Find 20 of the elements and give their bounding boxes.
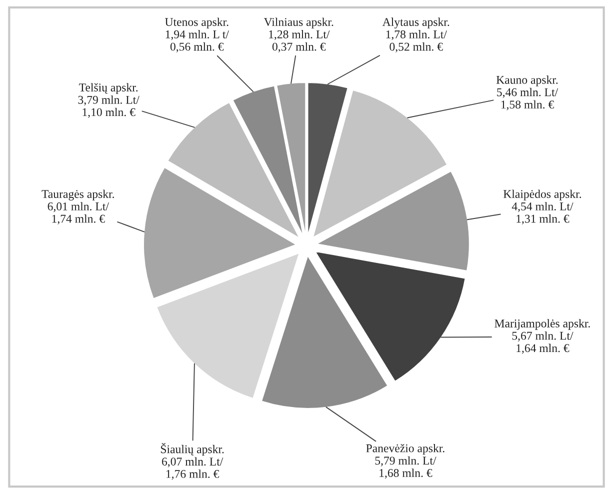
slice-label: Panevėžio apskr. bbox=[366, 444, 444, 455]
slice-label: Tauragės apskr. bbox=[42, 190, 114, 200]
slice-label: Klaipėdos apskr. bbox=[503, 190, 582, 200]
data-label: 1,94 mln. L t/ 0,56 mln. € bbox=[166, 30, 229, 52]
data-label: 5,46 mln. Lt/ 1,58 mln. € bbox=[497, 88, 558, 110]
slice-label: Vilniaus apskr. bbox=[264, 18, 334, 28]
data-label: 6,01 mln. Lt/ 1,74 mln. € bbox=[48, 202, 109, 224]
data-label: 3,79 mln. Lt/ 1,10 mln. € bbox=[78, 96, 140, 118]
slice-label: Šiaulių apskr. bbox=[160, 443, 224, 456]
data-label: 1,78 mln. Lt/ 0,52 mln. € bbox=[386, 30, 447, 52]
slice-label: Alytaus apskr. bbox=[382, 18, 450, 28]
data-label: 1,28 mln. Lt/ 0,37 mln. € bbox=[269, 30, 330, 52]
slice-label: Telšių apskr. bbox=[79, 83, 138, 94]
data-label: 5,67 mln. Lt/ 1,64 mln. € bbox=[512, 331, 574, 354]
slice-label: Kauno apskr. bbox=[496, 76, 558, 86]
slice-label: Marijampolės apskr. bbox=[494, 319, 590, 330]
data-label: 4,54 mln. Lt/ 1,31 mln. € bbox=[512, 202, 574, 224]
data-label: 6,07 mln. Lt/ 1,76 mln. € bbox=[162, 457, 224, 480]
slice-label: Utenos apskr. bbox=[165, 18, 228, 28]
data-label: 5,79 mln. Lt/ 1,68 mln. € bbox=[375, 456, 436, 479]
